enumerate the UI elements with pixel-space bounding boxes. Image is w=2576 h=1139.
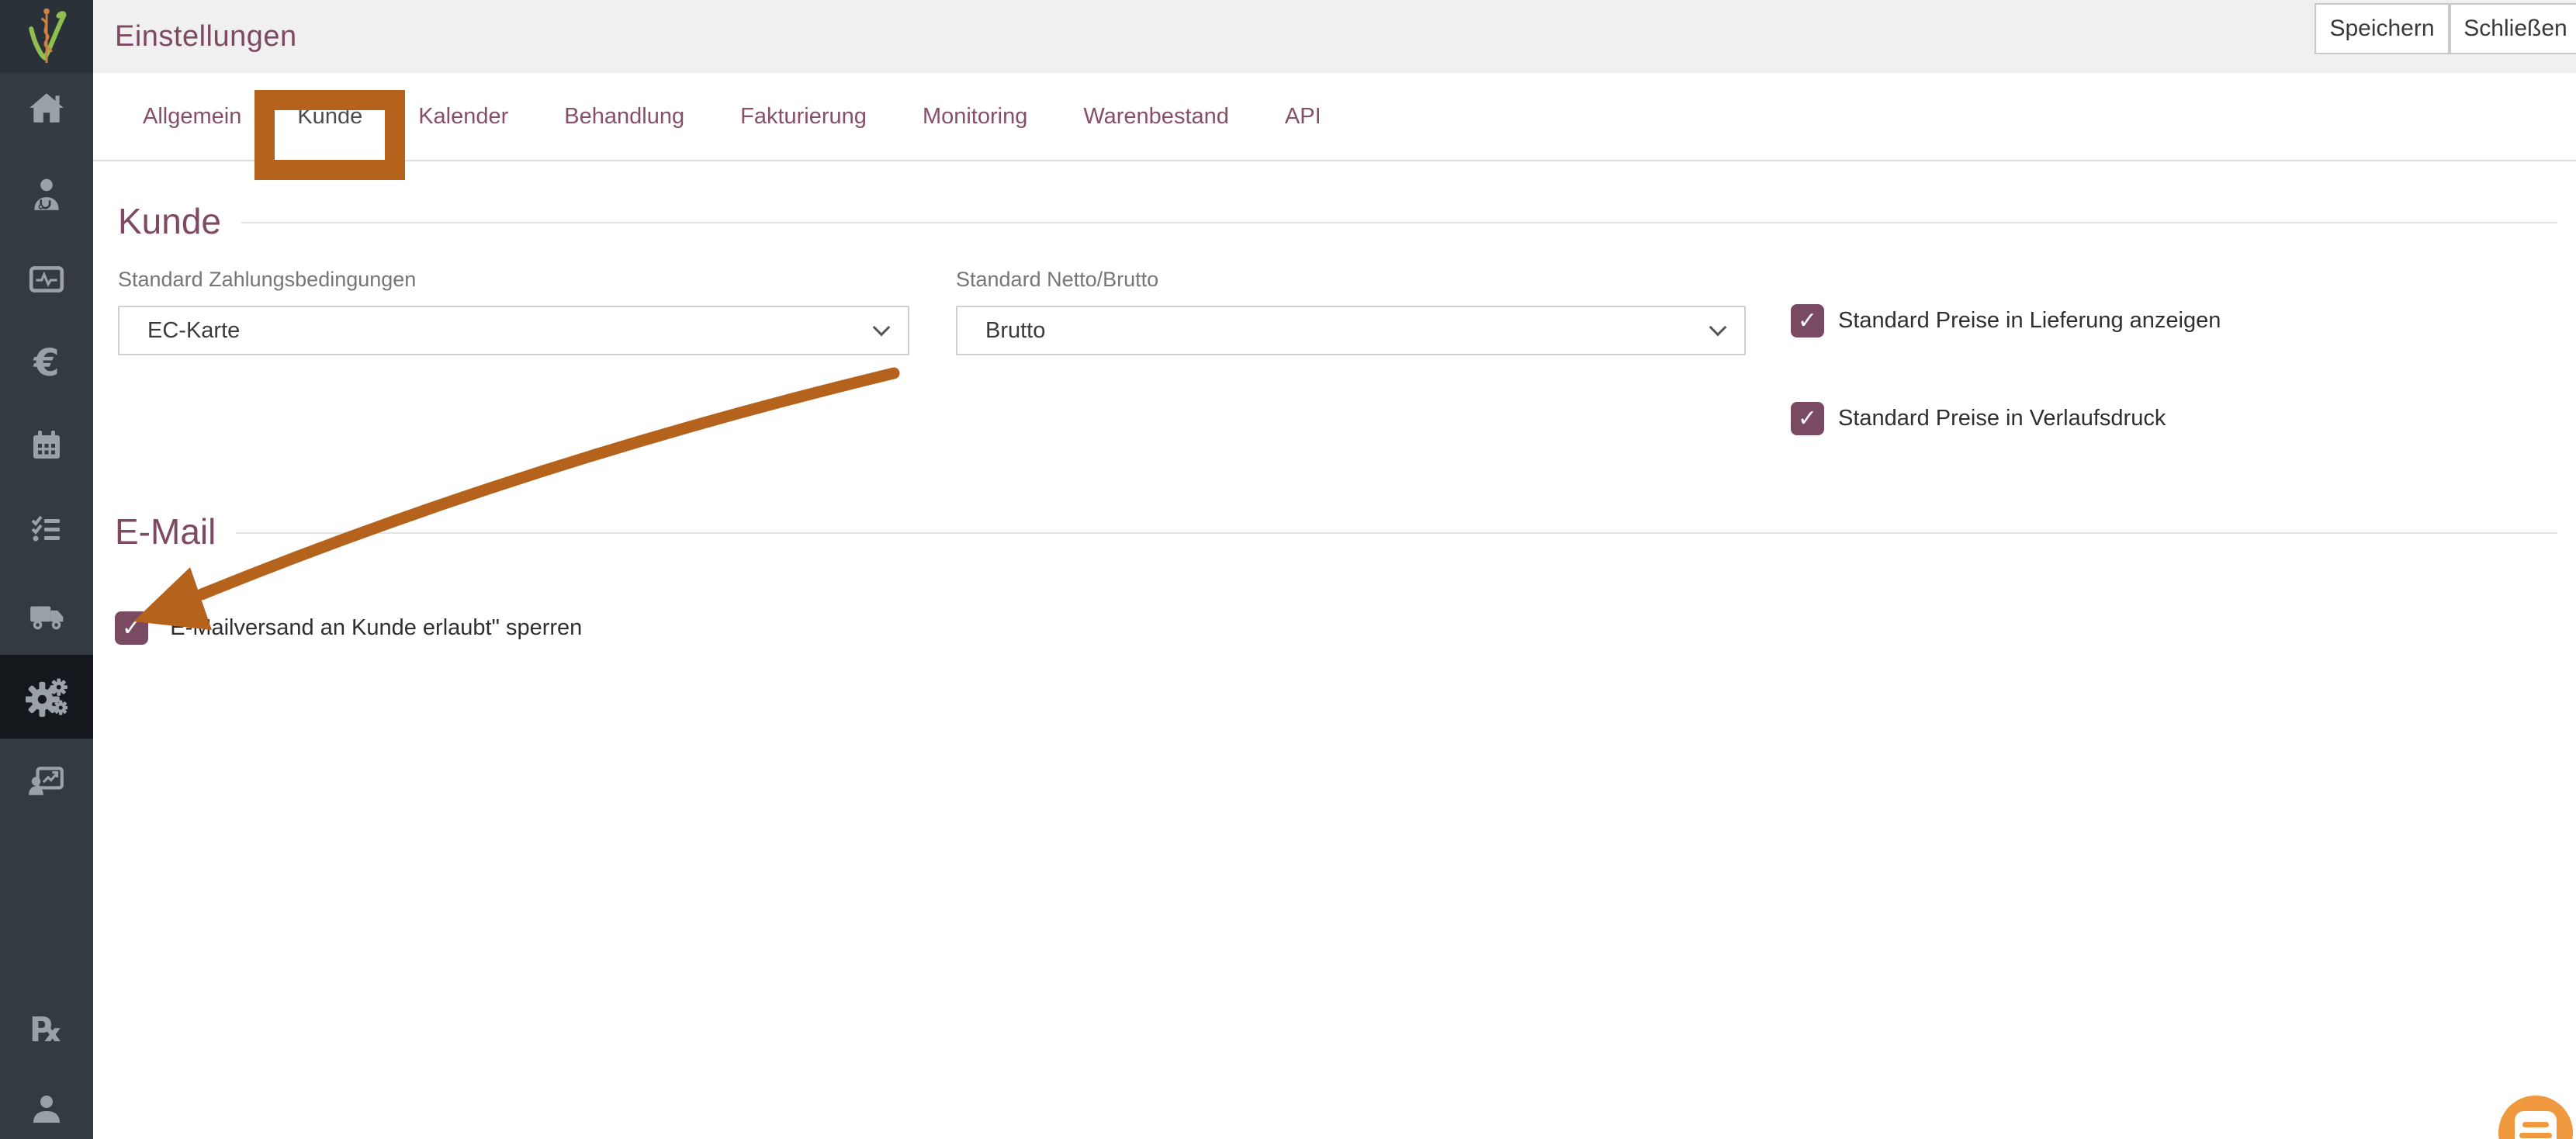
euro-icon: € (33, 341, 60, 385)
app-logo[interactable] (0, 0, 93, 73)
sidebar-item-settings[interactable] (0, 655, 93, 739)
sidebar-item-device-monitoring[interactable] (0, 237, 93, 321)
sidebar-item-billing[interactable]: € (0, 321, 93, 405)
vet-logo-icon (29, 8, 67, 64)
sidebar-item-prescriptions[interactable]: ℞ (0, 988, 93, 1071)
tab-api[interactable]: API (1284, 103, 1321, 129)
chat-bubble-line (2519, 1133, 2552, 1138)
sidebar-item-calendar[interactable] (0, 403, 93, 487)
chevron-down-icon (1709, 318, 1727, 337)
payment-terms-value: EC-Karte (147, 317, 241, 343)
checkbox-checked-icon: ✓ (1791, 402, 1824, 435)
truck-icon (30, 606, 64, 630)
tab-behandlung[interactable]: Behandlung (564, 103, 685, 129)
tab-monitoring[interactable]: Monitoring (922, 103, 1028, 129)
section-divider (241, 222, 2557, 223)
netto-brutto-select[interactable]: Brutto (956, 306, 1746, 355)
netto-brutto-value: Brutto (985, 317, 1046, 343)
sidebar-item-account[interactable] (0, 1067, 93, 1139)
chevron-down-icon (872, 318, 891, 337)
tab-allgemein[interactable]: Allgemein (143, 103, 242, 129)
tab-kunde-label: Kunde (297, 103, 363, 129)
checkbox-preise-verlaufsdruck-label: Standard Preise in Verlaufsdruck (1838, 406, 2166, 431)
tasks-checklist-icon (31, 515, 60, 542)
payment-terms-select[interactable]: EC-Karte (118, 306, 909, 355)
section-kunde: Kunde (118, 200, 2557, 242)
section-email-heading: E-Mail (115, 511, 216, 552)
close-button[interactable]: Schließen (2450, 3, 2576, 54)
section-email: E-Mail (115, 511, 2557, 552)
home-icon (29, 93, 64, 123)
doctor-icon (34, 178, 59, 210)
sidebar-item-patients[interactable] (0, 154, 93, 237)
chat-widget-button[interactable] (2498, 1096, 2573, 1139)
presentation-icon (29, 767, 64, 795)
save-button[interactable]: Speichern (2315, 3, 2450, 54)
monitor-pulse-icon (29, 266, 64, 293)
sidebar-item-training[interactable] (0, 739, 93, 822)
checkbox-emailversand-sperren-label: "E-Mailversand an Kunde erlaubt" sperren (162, 615, 583, 640)
checkbox-emailversand-sperren[interactable]: ✓ "E-Mailversand an Kunde erlaubt" sperr… (115, 611, 582, 645)
section-kunde-heading: Kunde (118, 201, 222, 241)
tab-fakturierung[interactable]: Fakturierung (740, 103, 867, 129)
checkbox-checked-icon: ✓ (1791, 304, 1824, 338)
chat-bubble-icon (2515, 1111, 2557, 1139)
sidebar-item-tasks[interactable] (0, 487, 93, 571)
checkbox-checked-icon: ✓ (115, 611, 148, 645)
settings-tabs: Allgemein Kunde Kalender Behandlung Fakt… (93, 73, 2576, 180)
checkbox-preise-verlaufsdruck[interactable]: ✓ Standard Preise in Verlaufsdruck (1791, 402, 2166, 435)
person-icon (33, 1096, 60, 1123)
section-divider (236, 532, 2557, 534)
chat-bubble-line (2522, 1122, 2549, 1127)
sidebar: € (0, 0, 93, 1139)
sidebar-item-delivery[interactable] (0, 574, 93, 658)
settings-gears-icon (26, 678, 68, 717)
tab-kalender[interactable]: Kalender (418, 103, 509, 129)
calendar-icon (33, 431, 60, 459)
tab-warenbestand[interactable]: Warenbestand (1083, 103, 1229, 129)
page-title: Einstellungen (115, 19, 297, 53)
netto-brutto-label: Standard Netto/Brutto (956, 268, 1159, 291)
tab-kunde[interactable]: Kunde (254, 73, 406, 180)
checkbox-preise-lieferung[interactable]: ✓ Standard Preise in Lieferung anzeigen (1791, 304, 2221, 338)
checkbox-preise-lieferung-label: Standard Preise in Lieferung anzeigen (1838, 308, 2221, 333)
page-header: Einstellungen Speichern Schließen (93, 0, 2576, 73)
prescription-rx-icon: ℞ (31, 1009, 62, 1050)
sidebar-item-home[interactable] (0, 67, 93, 151)
payment-terms-label: Standard Zahlungsbedingungen (118, 268, 417, 291)
